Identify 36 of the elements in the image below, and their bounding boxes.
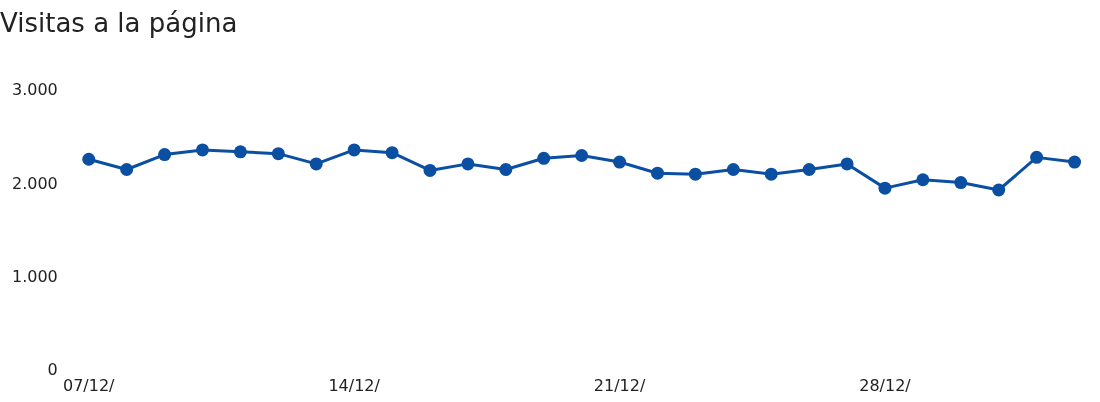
point <box>954 176 968 190</box>
y-tick-label: 0 <box>47 359 58 379</box>
y-tick-label: 3.000 <box>11 80 58 100</box>
chart-title: Visitas a la página <box>0 8 238 39</box>
point <box>613 155 627 169</box>
point <box>82 152 96 166</box>
point <box>347 143 361 157</box>
x-tick-label: 28/12/ <box>859 375 912 395</box>
point <box>764 167 778 181</box>
point <box>802 162 816 176</box>
point <box>575 149 589 163</box>
point <box>158 148 172 162</box>
point <box>992 183 1006 197</box>
point <box>650 166 664 180</box>
x-tick-label: 14/12/ <box>328 375 381 395</box>
y-tick-label: 1.000 <box>11 266 58 286</box>
point <box>309 157 323 171</box>
point <box>385 146 399 160</box>
y-tick-label: 2.000 <box>11 173 58 193</box>
point <box>878 181 892 195</box>
point <box>196 143 210 157</box>
point <box>233 145 247 159</box>
point <box>1030 150 1044 164</box>
point <box>423 163 437 177</box>
point <box>537 151 551 165</box>
point <box>120 162 134 176</box>
point <box>840 157 854 171</box>
point <box>461 157 475 171</box>
point <box>916 173 930 187</box>
point <box>688 167 702 181</box>
point <box>271 147 285 161</box>
point <box>1068 155 1082 169</box>
x-tick-label: 07/12/ <box>63 375 116 395</box>
point <box>726 162 740 176</box>
x-tick-label: 21/12/ <box>593 375 646 395</box>
point <box>499 162 513 176</box>
